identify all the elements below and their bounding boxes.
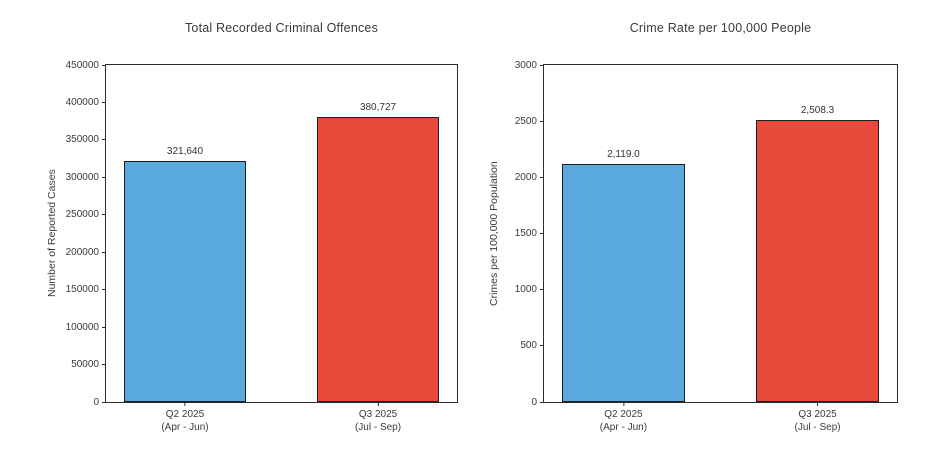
y-tick-label: 2000 xyxy=(514,171,537,183)
chart-total-recorded-offences: Total Recorded Criminal Offences Number … xyxy=(46,21,458,433)
y-tick-mark xyxy=(540,345,544,347)
y-tick-mark xyxy=(102,176,106,178)
chart-title: Total Recorded Criminal Offences xyxy=(184,21,379,35)
y-tick: 100000 xyxy=(66,321,106,333)
bar-value-label: 380,727 xyxy=(359,101,397,113)
x-tick-mark xyxy=(622,402,624,406)
x-tick-label: (Apr - Jun) xyxy=(599,422,648,433)
x-tick-label: Q2 2025 xyxy=(165,409,205,420)
x-tick-label: (Jul - Sep) xyxy=(794,422,841,433)
bar-q2-2025: 2,119.0 xyxy=(561,149,686,402)
y-tick-mark xyxy=(540,401,544,403)
y-tick-label: 150000 xyxy=(65,284,99,296)
y-tick-label: 450000 xyxy=(65,59,99,71)
y-tick: 450000 xyxy=(66,59,106,71)
y-tick: 2500 xyxy=(515,115,544,127)
y-tick-label: 300000 xyxy=(65,171,99,183)
y-tick-label: 400000 xyxy=(65,96,99,108)
bar-q3-2025: 380,727 xyxy=(316,102,440,402)
y-tick-label: 250000 xyxy=(65,209,99,221)
y-tick-label: 200000 xyxy=(65,246,99,258)
y-tick: 400000 xyxy=(66,96,106,108)
x-tick-label: (Apr - Jun) xyxy=(161,422,209,433)
y-tick-label: 350000 xyxy=(65,134,99,146)
y-tick-mark xyxy=(102,64,106,66)
y-tick-mark xyxy=(102,214,106,216)
y-tick: 500 xyxy=(520,340,544,352)
y-tick-mark xyxy=(102,101,106,103)
y-tick: 1000 xyxy=(515,284,544,296)
y-tick-label: 500 xyxy=(520,340,537,352)
bar-q3-2025: 2,508.3 xyxy=(755,105,880,402)
y-tick-label: 1000 xyxy=(514,284,537,296)
bar-value-label: 2,119.0 xyxy=(607,148,640,160)
plot-area: 0 500 1000 1500 2000 2500 3000 2,119.0 Q2 2025 (A… xyxy=(515,60,898,433)
y-tick-label: 3000 xyxy=(514,59,537,71)
y-tick: 200000 xyxy=(66,246,106,258)
y-tick-label: 2500 xyxy=(514,115,537,127)
y-tick-mark xyxy=(540,233,544,234)
y-tick: 0 xyxy=(531,396,544,408)
y-tick-mark xyxy=(102,364,106,366)
x-tick-mark xyxy=(377,402,379,406)
y-tick-label: 1500 xyxy=(514,228,537,239)
x-tick-mark xyxy=(817,402,819,406)
y-tick: 3000 xyxy=(515,59,544,71)
bar-q2-2025: 321,640 xyxy=(123,146,247,402)
y-axis-label: Number of Reported Cases xyxy=(46,169,58,298)
y-tick-mark xyxy=(102,289,106,291)
y-tick-label: 100000 xyxy=(65,321,99,333)
y-tick-mark xyxy=(102,326,106,328)
y-tick-mark xyxy=(102,251,106,253)
y-axis-label: Crimes per 100,000 Population xyxy=(488,161,500,306)
x-tick: Q3 2025 (Jul - Sep) xyxy=(795,402,841,434)
x-tick-label: Q3 2025 xyxy=(358,409,398,420)
x-tick: Q3 2025 (Jul - Sep) xyxy=(355,402,401,434)
y-tick-mark xyxy=(102,139,106,141)
x-tick: Q2 2025 (Apr - Jun) xyxy=(161,402,209,434)
x-tick-mark xyxy=(184,402,186,406)
chart-crime-rate: Crime Rate per 100,000 People Crimes per… xyxy=(468,0,936,468)
y-tick: 250000 xyxy=(66,209,106,221)
bar-value-label: 2,508.3 xyxy=(800,105,835,117)
y-tick: 350000 xyxy=(66,134,106,146)
y-tick: 1500 xyxy=(515,228,544,240)
bar-value-label: 321,640 xyxy=(166,146,204,158)
y-tick-mark xyxy=(540,289,544,291)
x-tick-label: Q3 2025 xyxy=(798,409,837,420)
y-tick: 50000 xyxy=(71,359,106,371)
y-tick-label: 50000 xyxy=(71,359,99,371)
y-tick-mark xyxy=(540,64,544,66)
plot-area: 0 50000 100000 150000 200000 250000 300000 3500… xyxy=(66,60,458,433)
y-tick-mark xyxy=(540,120,544,122)
y-tick-mark xyxy=(540,176,544,178)
y-tick-label: 0 xyxy=(93,396,99,408)
x-tick-label: Q2 2025 xyxy=(604,409,643,420)
x-tick: Q2 2025 (Apr - Jun) xyxy=(600,402,647,434)
y-tick: 0 xyxy=(93,396,106,408)
y-tick: 150000 xyxy=(66,284,106,296)
chart-title: Crime Rate per 100,000 People xyxy=(629,21,812,35)
y-tick: 300000 xyxy=(66,171,106,183)
y-tick-label: 0 xyxy=(531,396,537,408)
x-tick-label: (Jul - Sep) xyxy=(354,422,402,433)
y-tick: 2000 xyxy=(515,171,544,183)
y-tick-mark xyxy=(102,401,106,403)
